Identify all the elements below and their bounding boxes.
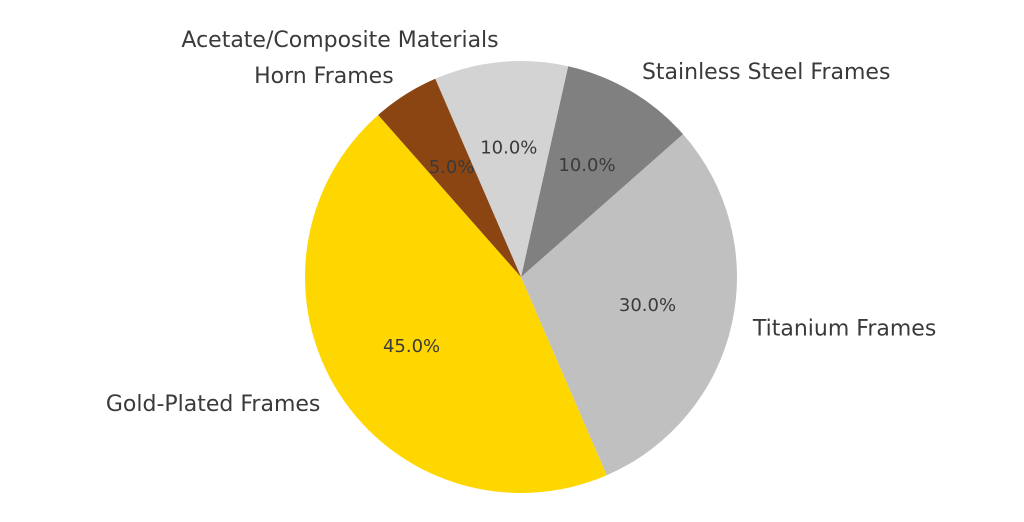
pct-label-horn-frames: 5.0% [429,157,475,178]
slice-label-horn-frames: Horn Frames [254,64,394,89]
pie-slice-gold-plated-frames [305,114,607,493]
pct-label-gold-plated-frames: 45.0% [383,336,440,357]
pct-label-stainless-steel-frames: 10.0% [558,155,615,176]
pct-label-acetate-composite-materials: 10.0% [480,137,537,158]
slice-label-titanium-frames: Titanium Frames [752,316,936,341]
pie-slice-stainless-steel-frames [521,66,684,277]
pie-slice-acetate-composite-materials [435,60,569,277]
slice-label-acetate-composite-materials: Acetate/Composite Materials [181,28,498,53]
pie-slice-horn-frames [378,78,521,277]
pct-label-titanium-frames: 30.0% [619,295,676,316]
pie-slices [305,60,737,493]
slice-label-stainless-steel-frames: Stainless Steel Frames [642,60,890,85]
slice-label-gold-plated-frames: Gold-Plated Frames [106,392,321,417]
pie-slice-titanium-frames [521,134,737,476]
percentage-labels: 45.0%30.0%10.0%10.0%5.0% [383,137,676,356]
category-labels: Gold-Plated Frames Titanium Frames Stainle… [106,28,936,417]
